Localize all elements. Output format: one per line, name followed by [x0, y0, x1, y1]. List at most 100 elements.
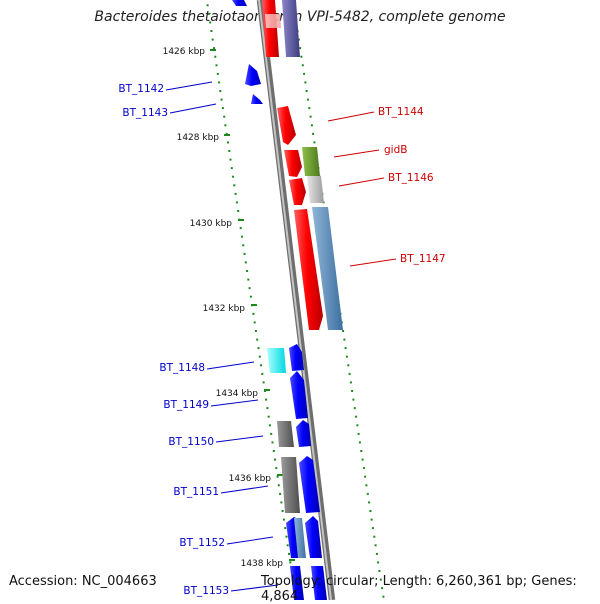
gene-label[interactable]: BT_1153	[183, 585, 229, 597]
gene-label[interactable]: BT_1149	[163, 399, 209, 411]
guide-dot	[306, 98, 309, 101]
gene-bt-1150-grey[interactable]	[277, 421, 294, 447]
guide-dot	[364, 475, 367, 478]
scale-ticks: 1426 kbp 1428 kbp 1430 kbp 1432 kbp 1434…	[163, 47, 295, 569]
guide-dot	[221, 107, 224, 110]
callout-line	[338, 177, 385, 187]
gene-bt-1152-steel[interactable]	[294, 518, 306, 558]
gene-gidB-olive[interactable]	[302, 147, 320, 176]
reverse-strand-genes	[232, 0, 327, 600]
guide-dot	[347, 364, 350, 367]
tick-mark	[224, 134, 230, 136]
tick-mark	[238, 219, 244, 221]
guide-dot	[266, 407, 269, 410]
gene-partial-top-2[interactable]	[282, 0, 300, 57]
guide-dot	[299, 47, 302, 50]
gene-label[interactable]: BT_1144	[378, 106, 424, 118]
guide-dot	[351, 390, 354, 392]
tick-mark	[210, 49, 216, 51]
gene-bt-1153b[interactable]	[311, 566, 327, 600]
guide-dot	[254, 330, 257, 332]
guide-dot	[237, 210, 240, 212]
gene-bt-1152b[interactable]	[305, 516, 322, 558]
gene-bt-1151[interactable]	[299, 456, 320, 513]
guide-dot	[244, 261, 247, 264]
gene-bt-1149[interactable]	[290, 371, 308, 419]
callout-line	[215, 435, 264, 443]
gene-label[interactable]: BT_1148	[159, 362, 205, 374]
gene-bt-1150[interactable]	[296, 420, 311, 447]
guide-dot	[361, 458, 364, 461]
guide-dot	[357, 432, 360, 435]
callout-line	[165, 81, 213, 91]
tick-mark	[251, 304, 257, 306]
gene-label[interactable]: BT_1152	[179, 537, 225, 549]
gene-bt-1148-cyan[interactable]	[267, 348, 286, 373]
gene-label[interactable]: BT_1147	[400, 253, 446, 265]
tick-label: 1426 kbp	[163, 47, 206, 57]
gene-bt-1143[interactable]	[251, 94, 263, 104]
guide-dot	[247, 278, 250, 281]
guide-dot	[224, 124, 227, 127]
guide-dot	[358, 441, 361, 444]
guide-dot	[309, 115, 312, 118]
guide-dot	[239, 227, 242, 230]
guide-dot	[235, 201, 238, 204]
gene-bt-1142[interactable]	[245, 64, 261, 86]
guide-dot	[274, 458, 276, 461]
callout-line	[210, 399, 259, 407]
guide-dot	[268, 424, 271, 427]
gene-bt-1146[interactable]	[289, 178, 306, 205]
guide-dot	[210, 30, 213, 32]
guide-dot	[282, 518, 285, 521]
guide-dot	[312, 132, 315, 135]
gene-label[interactable]: BT_1142	[118, 83, 164, 95]
gene-label[interactable]: BT_1143	[122, 107, 168, 119]
callout-line	[169, 103, 217, 114]
gene-bt-1144[interactable]	[277, 106, 296, 145]
tick-mark	[277, 474, 283, 476]
guide-dot	[285, 535, 288, 538]
gene-bt-1147[interactable]	[294, 209, 323, 330]
guide-dot	[371, 527, 374, 530]
gene-labels: BT_1142 BT_1143 BT_1144 gidB BT_1146 BT_…	[118, 83, 445, 597]
gene-partial-top-blue[interactable]	[232, 0, 247, 6]
guide-dot	[305, 90, 308, 92]
guide-dot	[260, 364, 262, 367]
guide-dot	[286, 544, 289, 547]
guide-dot	[211, 38, 214, 41]
gene-partial-top-3[interactable]	[265, 14, 281, 28]
guide-dot	[301, 64, 304, 67]
guide-dot	[206, 4, 209, 7]
gene-bt-1146-grey[interactable]	[307, 176, 324, 203]
gene-label[interactable]: gidB	[384, 144, 407, 156]
callout-line	[349, 258, 397, 267]
guide-dot	[343, 338, 346, 341]
callout-line	[206, 361, 255, 370]
guide-dot	[348, 372, 351, 375]
guide-dot	[289, 561, 292, 564]
guide-dot	[243, 252, 246, 255]
guide-dot	[310, 124, 313, 127]
gene-bt-1151-grey[interactable]	[281, 457, 300, 513]
guide-dot	[370, 518, 373, 521]
guide-dot	[375, 552, 378, 555]
guide-dot	[227, 141, 229, 144]
gene-gidB[interactable]	[284, 150, 302, 177]
gene-label[interactable]: BT_1146	[388, 172, 434, 184]
gene-label[interactable]: BT_1150	[168, 436, 214, 448]
guide-dot	[280, 501, 283, 504]
callout-line	[220, 485, 269, 494]
guide-dot	[308, 107, 311, 110]
guide-dot	[377, 561, 380, 564]
gene-label[interactable]: BT_1151	[173, 486, 219, 498]
guide-dot	[234, 192, 237, 195]
forward-strand-genes	[262, 0, 343, 330]
gene-bt-1147-steel[interactable]	[312, 207, 343, 330]
guide-dot	[218, 81, 221, 84]
gene-bt-1153[interactable]	[290, 566, 304, 600]
guide-dot	[232, 175, 235, 178]
gene-bt-1148[interactable]	[289, 344, 304, 371]
guide-dot	[216, 72, 219, 75]
map-title: Bacteroides thetaiotaomicron VPI-5482, c…	[94, 9, 506, 25]
